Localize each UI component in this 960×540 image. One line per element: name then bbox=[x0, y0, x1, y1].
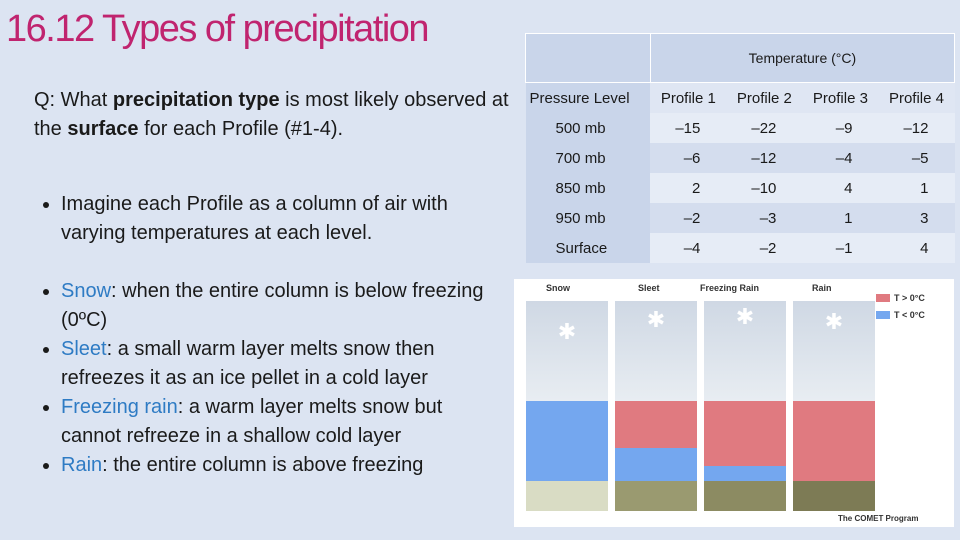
table-row: 950 mb –2 –3 1 3 bbox=[525, 203, 955, 233]
rain-column: ✱ bbox=[793, 301, 875, 511]
definition-freezing-rain: Freezing rain: a warm layer melts snow b… bbox=[61, 393, 504, 451]
column-header: Profile 1 bbox=[650, 82, 727, 113]
figure-credit: The COMET Program bbox=[838, 514, 918, 523]
pressure-level-cell: Surface bbox=[525, 233, 651, 263]
table-cell: –22 bbox=[726, 113, 803, 143]
panel-label-snow: Snow bbox=[546, 283, 571, 293]
definition-term: Rain bbox=[61, 454, 103, 476]
question-prefix: Q: What bbox=[34, 89, 113, 111]
table-row: Surface –4 –2 –1 4 bbox=[525, 233, 955, 263]
table-cell: –1 bbox=[802, 233, 879, 263]
table-cell: –2 bbox=[726, 233, 803, 263]
definition-text: : a small warm layer melts snow then ref… bbox=[61, 338, 435, 389]
table-cell: –10 bbox=[726, 173, 803, 203]
table-group-header-row: Temperature (°C) bbox=[525, 33, 956, 83]
table-row: 500 mb –15 –22 –9 –12 bbox=[525, 113, 955, 143]
snowflake-icon: ✱ bbox=[558, 319, 576, 344]
table-row: 700 mb –6 –12 –4 –5 bbox=[525, 143, 955, 173]
legend-swatch-cold bbox=[876, 311, 890, 319]
table-cell: –4 bbox=[802, 143, 879, 173]
pressure-level-cell: 700 mb bbox=[525, 143, 651, 173]
question-text: Q: What precipitation type is most likel… bbox=[34, 86, 514, 144]
snowflake-icon: ✱ bbox=[825, 309, 843, 334]
definition-snow: Snow: when the entire column is below fr… bbox=[61, 277, 504, 335]
table-cell: 1 bbox=[878, 173, 955, 203]
panel-label-rain: Rain bbox=[812, 283, 832, 293]
table-group-header: Temperature (°C) bbox=[649, 33, 956, 83]
table-cell: –4 bbox=[650, 233, 727, 263]
question-suffix: for each Profile (#1-4). bbox=[138, 118, 344, 140]
panel-label-sleet: Sleet bbox=[638, 283, 660, 293]
table-cell: –2 bbox=[650, 203, 727, 233]
slide-title: 16.12 Types of precipitation bbox=[6, 8, 430, 50]
definition-sleet: Sleet: a small warm layer melts snow the… bbox=[61, 335, 504, 393]
definition-term: Snow bbox=[61, 280, 112, 302]
definition-term: Sleet bbox=[61, 338, 107, 360]
legend-label-cold: T < 0°C bbox=[894, 310, 925, 320]
question-bold-surface: surface bbox=[67, 118, 139, 140]
panel-label-freezing-rain: Freezing Rain bbox=[700, 283, 759, 293]
snow-column: ✱ bbox=[526, 301, 608, 511]
legend-swatch-warm bbox=[876, 294, 890, 302]
table-cell: 4 bbox=[802, 173, 879, 203]
snowflake-icon: ✱ bbox=[736, 304, 754, 329]
pressure-level-cell: 950 mb bbox=[525, 203, 651, 233]
table-cell: 2 bbox=[650, 173, 727, 203]
question-mid: is most likely observed at the bbox=[34, 89, 509, 140]
precipitation-types-figure: Snow Sleet Freezing Rain Rain ✱ ✱ ✱ bbox=[514, 279, 954, 527]
table-cell: –15 bbox=[650, 113, 727, 143]
column-header: Profile 2 bbox=[726, 82, 803, 113]
definition-term: Freezing rain bbox=[61, 396, 178, 418]
snowflake-icon: ✱ bbox=[647, 307, 665, 332]
definition-list: Snow: when the entire column is below fr… bbox=[34, 277, 504, 480]
table-cell: –12 bbox=[878, 113, 955, 143]
precipitation-diagram: Snow Sleet Freezing Rain Rain ✱ ✱ ✱ bbox=[526, 283, 925, 523]
pressure-level-cell: 500 mb bbox=[525, 113, 651, 143]
table-row: 850 mb 2 –10 4 1 bbox=[525, 173, 955, 203]
table-cell: –9 bbox=[802, 113, 879, 143]
definition-text: : when the entire column is below freezi… bbox=[61, 280, 484, 331]
table-cell: 4 bbox=[878, 233, 955, 263]
definition-text: : the entire column is above freezing bbox=[102, 454, 424, 476]
definition-text: : a warm layer melts snow but cannot ref… bbox=[61, 396, 443, 447]
table-header-row: Pressure Level Profile 1 Profile 2 Profi… bbox=[525, 82, 955, 113]
table-corner-cell bbox=[525, 33, 651, 83]
definition-rain: Rain: the entire column is above freezin… bbox=[61, 451, 504, 480]
column-header: Profile 4 bbox=[878, 82, 955, 113]
table-cell: –3 bbox=[726, 203, 803, 233]
column-header: Pressure Level bbox=[525, 82, 651, 113]
intro-bullet-block: Imagine each Profile as a column of air … bbox=[34, 190, 504, 248]
intro-bullet: Imagine each Profile as a column of air … bbox=[61, 190, 504, 248]
column-header: Profile 3 bbox=[802, 82, 879, 113]
table-cell: 3 bbox=[878, 203, 955, 233]
table-cell: –5 bbox=[878, 143, 955, 173]
legend-label-warm: T > 0°C bbox=[894, 293, 925, 303]
table-cell: 1 bbox=[802, 203, 879, 233]
sleet-column: ✱ bbox=[615, 301, 697, 511]
pressure-level-cell: 850 mb bbox=[525, 173, 651, 203]
table-cell: –12 bbox=[726, 143, 803, 173]
freezing-rain-column: ✱ bbox=[704, 301, 786, 511]
table-cell: –6 bbox=[650, 143, 727, 173]
question-bold-precipitation-type: precipitation type bbox=[112, 89, 280, 111]
temperature-table: Temperature (°C) Pressure Level Profile … bbox=[525, 33, 956, 263]
